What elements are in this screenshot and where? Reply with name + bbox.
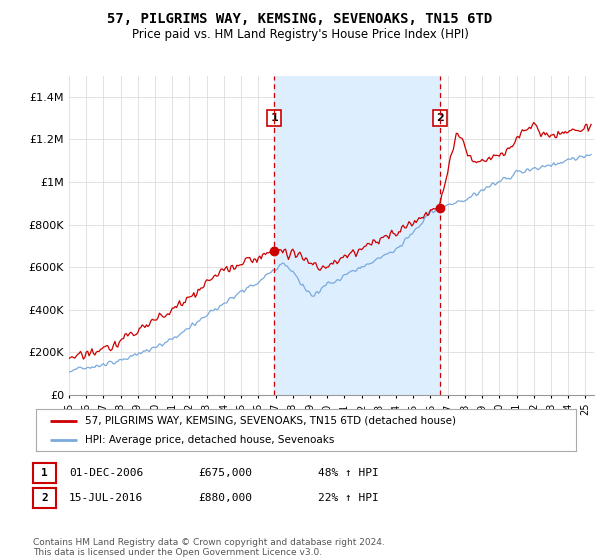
Text: 57, PILGRIMS WAY, KEMSING, SEVENOAKS, TN15 6TD (detached house): 57, PILGRIMS WAY, KEMSING, SEVENOAKS, TN… — [85, 416, 455, 426]
Text: 15-JUL-2016: 15-JUL-2016 — [69, 493, 143, 503]
Text: £675,000: £675,000 — [198, 468, 252, 478]
Text: Price paid vs. HM Land Registry's House Price Index (HPI): Price paid vs. HM Land Registry's House … — [131, 28, 469, 41]
Text: 22% ↑ HPI: 22% ↑ HPI — [318, 493, 379, 503]
Text: 57, PILGRIMS WAY, KEMSING, SEVENOAKS, TN15 6TD: 57, PILGRIMS WAY, KEMSING, SEVENOAKS, TN… — [107, 12, 493, 26]
Text: 48% ↑ HPI: 48% ↑ HPI — [318, 468, 379, 478]
Text: 1: 1 — [41, 468, 48, 478]
Bar — [274, 76, 440, 395]
Text: Contains HM Land Registry data © Crown copyright and database right 2024.
This d: Contains HM Land Registry data © Crown c… — [33, 538, 385, 557]
Text: 01-DEC-2006: 01-DEC-2006 — [69, 468, 143, 478]
Text: 1: 1 — [270, 113, 278, 123]
Text: 2: 2 — [436, 113, 443, 123]
Text: HPI: Average price, detached house, Sevenoaks: HPI: Average price, detached house, Seve… — [85, 435, 334, 445]
Text: 2: 2 — [41, 493, 48, 503]
Text: £880,000: £880,000 — [198, 493, 252, 503]
